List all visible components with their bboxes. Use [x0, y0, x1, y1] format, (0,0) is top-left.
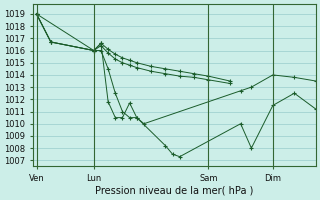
X-axis label: Pression niveau de la mer( hPa ): Pression niveau de la mer( hPa ) [95, 186, 253, 196]
